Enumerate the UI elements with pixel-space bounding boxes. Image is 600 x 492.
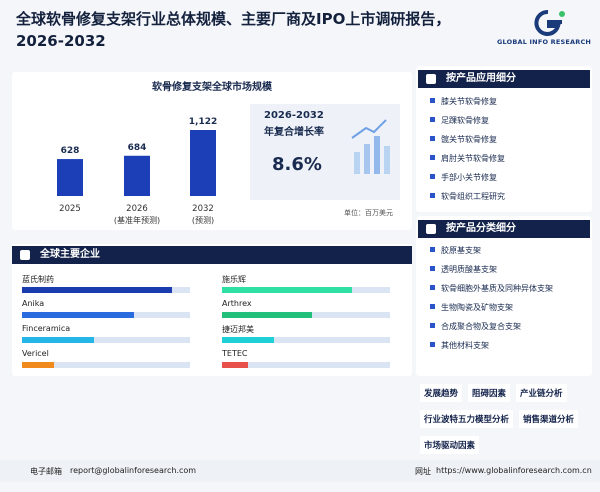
list-item: 髋关节软骨修复 — [430, 134, 580, 145]
company-name: 蓝氏制药 — [22, 275, 54, 284]
x-tick-note: (预测) — [192, 215, 214, 225]
chart-title: 软骨修复支架全球市场规模 — [152, 82, 272, 93]
company: Vericel — [22, 349, 190, 371]
value-label: 1,122 — [189, 117, 217, 127]
tag: 产业链分析 — [516, 384, 567, 402]
tag: 阻碍因素 — [468, 384, 511, 402]
tag: 销售渠道分析 — [519, 410, 579, 428]
bar-fill — [222, 287, 352, 293]
bar — [57, 159, 83, 196]
bar-track — [22, 337, 190, 343]
bar-fill — [22, 287, 172, 293]
application-list: 膝关节软骨修复 足踝软骨修复 髋关节软骨修复 肩肘关节软骨修复 手部小关节修复 软骨组织工… — [430, 96, 580, 202]
footer: 电子邮箱 report@globalinforesearch.com 网址 ht… — [0, 460, 600, 482]
company-name: 施乐辉 — [222, 275, 246, 284]
company-name: 捷迈邦美 — [222, 325, 254, 334]
bar-track — [222, 337, 390, 343]
bar-fill — [22, 337, 94, 343]
list-item: 手部小关节修复 — [430, 172, 580, 183]
company-name: Vericel — [22, 349, 49, 358]
company: TETEC — [222, 349, 390, 371]
application-card — [416, 66, 592, 212]
bar-track — [22, 312, 190, 318]
company: Arthrex — [222, 299, 390, 321]
section-header: 按产品应用细分 — [418, 70, 590, 88]
bar-fill — [22, 312, 134, 318]
companies-card — [12, 244, 412, 376]
list-item: 足踝软骨修复 — [430, 115, 580, 126]
unit: 单位：百万美元 — [344, 209, 393, 217]
bar-fill — [22, 362, 54, 368]
company-name: TETEC — [222, 349, 248, 358]
list-item: 其他材料支架 — [430, 340, 580, 351]
list-item: 软骨组织工程研究 — [430, 191, 580, 202]
list-item: 肩肘关节软骨修复 — [430, 153, 580, 164]
x-tick-note: (基准年预测) — [114, 215, 160, 225]
list-item: 合成聚合物及复合支架 — [430, 321, 580, 332]
web: https://www.globalinforesearch.com.cn — [436, 466, 592, 475]
cagr-period: 2026-2032 — [264, 110, 324, 121]
web-label: 网址 — [415, 467, 431, 476]
tag: 发展趋势 — [420, 384, 463, 402]
company-name: Arthrex — [222, 299, 252, 308]
bar-fill — [222, 362, 248, 368]
bar — [190, 130, 216, 196]
value-label: 628 — [61, 146, 80, 156]
company: 蓝氏制药 — [22, 274, 190, 296]
cagr-label: 年复合增长率 — [264, 127, 324, 138]
list-item: 透明质酸基支架 — [430, 264, 580, 275]
company: Anika — [22, 299, 190, 321]
bar-fill — [222, 337, 274, 343]
list-item: 生物陶瓷及矿物支架 — [430, 302, 580, 313]
bar-track — [22, 362, 190, 368]
company-name: Finceramica — [22, 324, 71, 333]
company: 捷迈邦美 — [222, 324, 390, 346]
bar-track — [222, 362, 390, 368]
report-title: 全球软骨修复支架行业总体规模、主要厂商及IPO上市调研报告，2026-2032 — [16, 10, 451, 50]
bar-track — [222, 312, 390, 318]
email-label: 电子邮箱 — [30, 467, 62, 476]
value-label: 684 — [128, 143, 147, 153]
x-tick-label: 2026 — [126, 204, 148, 214]
type-list: 胶原基支架透明质酸基支架 软骨细胞外基质及同种异体支架 生物陶瓷及矿物支架 合成聚合物… — [430, 245, 580, 351]
list-item: 软骨细胞外基质及同种异体支架 — [430, 283, 580, 294]
company: 施乐辉 — [222, 274, 390, 296]
logo-icon — [534, 10, 565, 36]
bar-chart: 628 2025 684 2026(基准年预测) 1,122 2032(预测) — [57, 117, 217, 225]
tag: 市场驱动因素 — [420, 436, 480, 454]
email: report@globalinforesearch.com — [70, 466, 197, 475]
bar — [124, 155, 150, 196]
type-card — [416, 216, 592, 376]
list-item: 膝关节软骨修复 — [430, 96, 580, 107]
cagr-value: 8.6% — [272, 154, 322, 175]
list-item: 胶原基支架 — [430, 245, 580, 256]
cagr-graphic — [351, 119, 390, 174]
tag: 行业波特五力模型分析 — [420, 410, 514, 428]
bar-track — [22, 287, 190, 293]
company-name: Anika — [22, 299, 45, 308]
x-tick-label: 2025 — [59, 204, 81, 214]
section-header: 全球主要企业 — [12, 246, 412, 264]
bar-track — [222, 287, 390, 293]
logo-text: GLOBAL INFO RESEARCH — [497, 38, 592, 46]
bar-fill — [222, 312, 312, 318]
x-tick-label: 2032 — [192, 204, 214, 214]
tag-list: 发展趋势 阻碍因素 产业链分析 行业波特五力模型分析 销售渠道分析市场驱动因素 — [420, 384, 592, 454]
company: Finceramica — [22, 324, 190, 346]
section-header: 按产品分类细分 — [418, 220, 590, 238]
